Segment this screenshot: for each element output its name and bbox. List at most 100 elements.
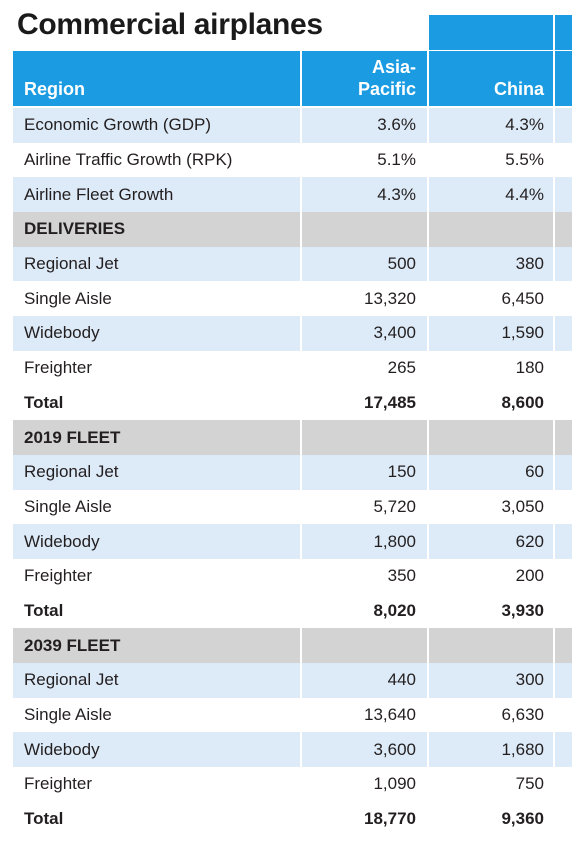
row-label: Widebody	[13, 732, 300, 768]
asia-pacific-value: 440	[302, 663, 427, 698]
row-label: Total	[13, 593, 300, 629]
table-row: Airline Traffic Growth (RPK) 5.1% 5.5%	[13, 142, 572, 178]
total-row: Total 17,485 8,600	[13, 385, 572, 421]
china-value: 1,590	[429, 316, 553, 351]
extra-cell	[555, 697, 572, 733]
row-label: Regional Jet	[13, 663, 300, 698]
extra-cell	[555, 385, 572, 421]
row-label: Economic Growth (GDP)	[13, 108, 300, 143]
china-value: 6,450	[429, 281, 553, 317]
asia-pacific-value: 4.3%	[302, 177, 427, 213]
extra-cell	[555, 246, 572, 282]
column-header-asia-pacific-label: Asia- Pacific	[358, 56, 416, 100]
row-label: 2019 FLEET	[13, 420, 300, 455]
row-label: Widebody	[13, 524, 300, 559]
table-row: Widebody 3,400 1,590	[13, 316, 572, 351]
extra-cell	[555, 108, 572, 143]
asia-pacific-value: 3.6%	[302, 108, 427, 143]
china-value	[429, 628, 553, 663]
extra-cell	[555, 524, 572, 559]
asia-pacific-value	[302, 212, 427, 247]
asia-pacific-value: 500	[302, 246, 427, 282]
china-value: 6,630	[429, 697, 553, 733]
header-tab-divider	[553, 15, 555, 50]
asia-pacific-value: 1,800	[302, 524, 427, 559]
asia-pacific-value: 8,020	[302, 593, 427, 629]
row-label: Widebody	[13, 316, 300, 351]
row-label: Total	[13, 801, 300, 837]
extra-cell	[555, 212, 572, 247]
china-value: 4.3%	[429, 108, 553, 143]
column-header-extra	[555, 51, 572, 106]
column-header-china: China	[429, 51, 553, 106]
header-tab-block	[429, 15, 572, 50]
china-value: 200	[429, 558, 553, 594]
china-value	[429, 420, 553, 455]
asia-pacific-value: 1,090	[302, 767, 427, 802]
china-value: 180	[429, 350, 553, 386]
asia-pacific-value: 265	[302, 350, 427, 386]
row-label: 2039 FLEET	[13, 628, 300, 663]
china-value: 8,600	[429, 385, 553, 421]
row-label: Regional Jet	[13, 246, 300, 282]
asia-pacific-value: 3,600	[302, 732, 427, 768]
extra-cell	[555, 663, 572, 698]
china-value: 750	[429, 767, 553, 802]
row-label: Freighter	[13, 558, 300, 594]
row-label: Single Aisle	[13, 489, 300, 525]
row-label: Single Aisle	[13, 281, 300, 317]
china-value: 9,360	[429, 801, 553, 837]
asia-pacific-value: 17,485	[302, 385, 427, 421]
table-row: Regional Jet 500 380	[13, 246, 572, 282]
china-value: 1,680	[429, 732, 553, 768]
table-row: Regional Jet 440 300	[13, 663, 572, 698]
table-row: Regional Jet 150 60	[13, 454, 572, 490]
extra-cell	[555, 177, 572, 213]
row-label: Freighter	[13, 350, 300, 386]
asia-pacific-value: 5,720	[302, 489, 427, 525]
extra-cell	[555, 489, 572, 525]
extra-cell	[555, 281, 572, 317]
table-row: Single Aisle 13,320 6,450	[13, 281, 572, 317]
extra-cell	[555, 454, 572, 490]
row-label: Total	[13, 385, 300, 421]
extra-cell	[555, 350, 572, 386]
row-label: Airline Traffic Growth (RPK)	[13, 142, 300, 178]
extra-cell	[555, 420, 572, 455]
asia-pacific-value: 13,320	[302, 281, 427, 317]
asia-pacific-value: 350	[302, 558, 427, 594]
total-row: Total 18,770 9,360	[13, 801, 572, 837]
china-value: 300	[429, 663, 553, 698]
extra-cell	[555, 628, 572, 663]
china-value: 620	[429, 524, 553, 559]
asia-label-line2: Pacific	[357, 79, 416, 99]
row-label: Airline Fleet Growth	[13, 177, 300, 213]
asia-pacific-value: 5.1%	[302, 142, 427, 178]
table-row: Widebody 1,800 620	[13, 524, 572, 559]
row-label: Freighter	[13, 767, 300, 802]
asia-label-line1: Asia-	[371, 57, 416, 77]
asia-pacific-value: 3,400	[302, 316, 427, 351]
asia-pacific-value: 18,770	[302, 801, 427, 837]
row-label: Single Aisle	[13, 697, 300, 733]
asia-pacific-value: 13,640	[302, 697, 427, 733]
section-header-row: 2039 FLEET	[13, 628, 572, 663]
table-row: Widebody 3,600 1,680	[13, 732, 572, 768]
extra-cell	[555, 142, 572, 178]
column-header-region-label: Region	[24, 79, 85, 99]
table-row: Freighter 1,090 750	[13, 767, 572, 802]
china-value: 5.5%	[429, 142, 553, 178]
china-value: 3,930	[429, 593, 553, 629]
china-value	[429, 212, 553, 247]
column-header-china-label: China	[493, 79, 544, 99]
table-row: Economic Growth (GDP) 3.6% 4.3%	[13, 108, 572, 143]
extra-cell	[555, 732, 572, 768]
extra-cell	[555, 767, 572, 802]
asia-pacific-value: 150	[302, 454, 427, 490]
section-header-row: 2019 FLEET	[13, 420, 572, 455]
total-row: Total 8,020 3,930	[13, 593, 572, 629]
data-table: Economic Growth (GDP) 3.6% 4.3% Airline Tra…	[13, 108, 572, 837]
table-row: Airline Fleet Growth 4.3% 4.4%	[13, 177, 572, 213]
extra-cell	[555, 558, 572, 594]
china-value: 60	[429, 454, 553, 490]
